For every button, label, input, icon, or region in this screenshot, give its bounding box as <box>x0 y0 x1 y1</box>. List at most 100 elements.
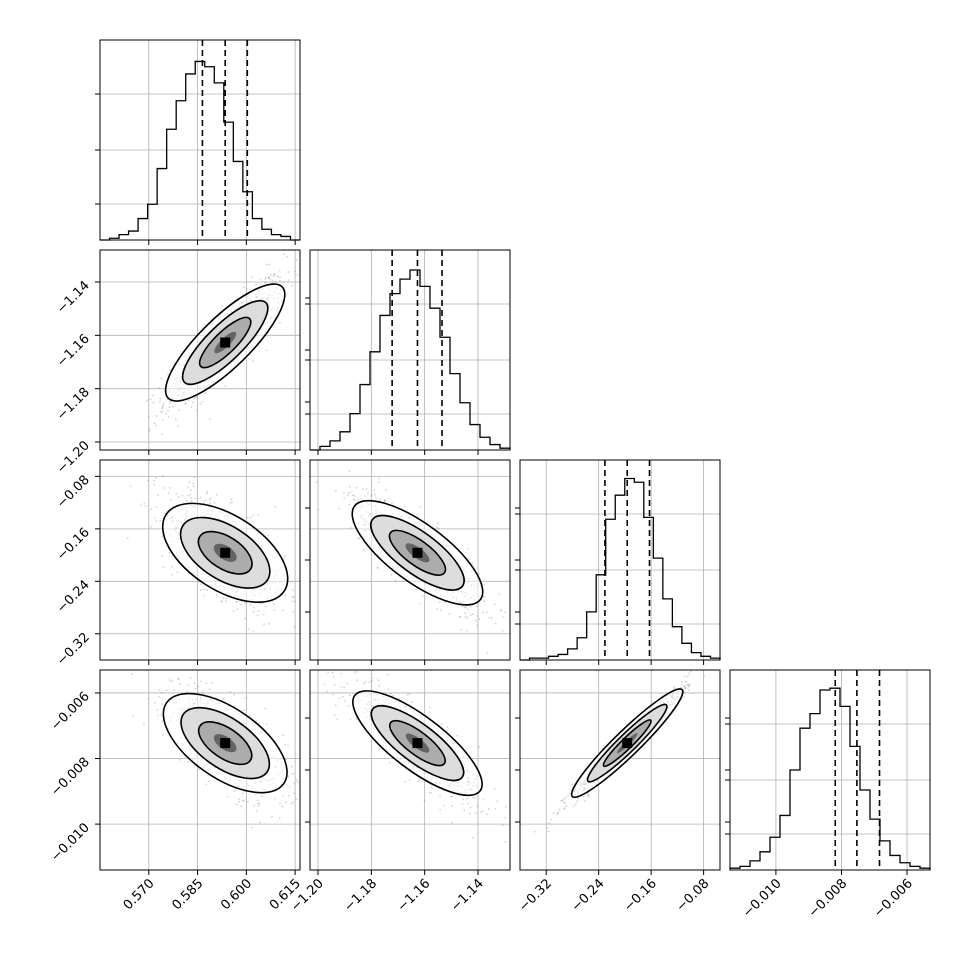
density-peak <box>220 337 231 348</box>
histogram-1 <box>310 269 511 451</box>
sample-point <box>567 795 570 797</box>
sample-point <box>203 502 205 504</box>
sample-point <box>153 422 156 425</box>
sample-point <box>564 801 567 804</box>
sample-point <box>363 682 365 685</box>
histogram-2 <box>520 477 721 661</box>
sample-point <box>291 580 294 583</box>
sample-point <box>430 792 432 794</box>
sample-point <box>161 703 163 705</box>
sample-point <box>170 565 173 568</box>
sample-point <box>130 673 133 675</box>
sample-point <box>250 826 253 829</box>
x-tick-label: −1.16 <box>395 876 434 915</box>
sample-point <box>185 690 188 693</box>
sample-point <box>352 498 355 501</box>
sample-point <box>209 502 212 505</box>
sample-point <box>354 671 356 674</box>
sample-point <box>193 396 196 399</box>
sample-point <box>204 499 207 502</box>
sample-point <box>160 411 163 414</box>
density-peak <box>220 738 231 749</box>
density-peak <box>220 547 231 558</box>
sample-point <box>176 678 179 680</box>
sample-point <box>469 812 471 815</box>
sample-point <box>352 494 354 497</box>
sample-point <box>225 600 228 602</box>
sample-point <box>264 707 267 710</box>
sample-point <box>168 487 171 489</box>
sample-point <box>673 686 676 688</box>
sample-point <box>284 743 286 746</box>
sample-point <box>238 800 241 803</box>
sample-point <box>343 497 346 499</box>
sample-point <box>245 602 248 605</box>
sample-point <box>290 802 293 805</box>
sample-point <box>282 734 285 737</box>
sample-point <box>286 255 288 258</box>
sample-point <box>220 601 223 603</box>
sample-point <box>353 494 355 497</box>
sample-point <box>571 783 574 786</box>
x-tick-label: −0.006 <box>871 876 916 921</box>
sample-point <box>267 276 270 278</box>
sample-point <box>488 617 491 619</box>
sample-point <box>348 485 351 488</box>
sample-point <box>408 693 411 696</box>
sample-point <box>499 608 502 611</box>
sample-point <box>252 607 255 609</box>
sample-point <box>178 678 180 680</box>
sample-point <box>287 794 290 797</box>
sample-point <box>297 781 299 784</box>
sample-point <box>334 704 337 706</box>
sample-point <box>290 765 293 768</box>
sample-point <box>259 278 262 281</box>
sample-point <box>684 680 687 683</box>
sample-point <box>257 799 260 802</box>
sample-point <box>472 836 474 839</box>
sample-point <box>494 807 497 810</box>
sample-point <box>446 726 449 728</box>
sample-point <box>185 499 188 502</box>
sample-point <box>563 808 566 810</box>
sample-point <box>429 711 431 713</box>
sample-point <box>476 805 479 807</box>
sample-point <box>265 263 268 266</box>
sample-point <box>389 761 391 764</box>
sample-point <box>233 790 236 792</box>
sample-point <box>368 681 371 684</box>
sample-point <box>241 800 244 803</box>
sample-point <box>370 494 373 497</box>
sample-point <box>408 779 411 781</box>
sample-point <box>343 686 345 689</box>
sample-point <box>471 562 474 565</box>
sample-point <box>203 594 206 597</box>
sample-point <box>572 805 575 808</box>
sample-point <box>287 271 290 274</box>
sample-point <box>236 608 239 611</box>
sample-point <box>264 280 267 283</box>
sample-point <box>295 258 298 261</box>
sample-point <box>446 730 448 732</box>
sample-point <box>362 548 365 551</box>
sample-point <box>461 803 464 805</box>
sample-point <box>205 492 208 495</box>
sample-point <box>163 512 166 514</box>
sample-point <box>199 403 202 405</box>
sample-point <box>161 555 163 557</box>
sample-point <box>583 800 586 802</box>
sample-point <box>436 608 439 610</box>
sample-point <box>150 508 153 510</box>
sample-point <box>688 683 690 686</box>
sample-point <box>502 616 505 618</box>
sample-point <box>287 279 290 281</box>
sample-point <box>245 288 248 290</box>
sample-point <box>126 537 129 539</box>
sample-point <box>478 618 481 620</box>
sample-point <box>500 609 503 612</box>
panel-frame-0-0 <box>99 39 301 241</box>
sample-point <box>336 718 339 721</box>
y-tick-label: −0.008 <box>48 755 93 800</box>
sample-point <box>257 804 260 807</box>
sample-point <box>204 392 207 394</box>
